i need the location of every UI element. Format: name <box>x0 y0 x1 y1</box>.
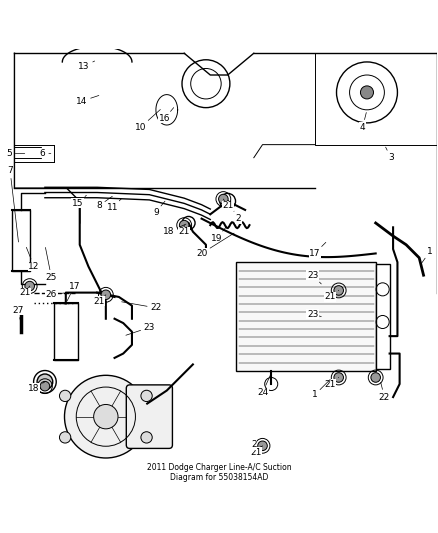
Text: 2: 2 <box>251 440 262 449</box>
Text: 1: 1 <box>312 379 330 399</box>
Text: 27: 27 <box>12 305 24 320</box>
Text: 5: 5 <box>6 149 25 158</box>
Text: 25: 25 <box>46 247 57 282</box>
Bar <box>237 262 376 371</box>
Bar <box>53 303 78 360</box>
Circle shape <box>40 382 49 391</box>
Bar <box>12 210 30 271</box>
Text: 18: 18 <box>163 224 186 236</box>
Text: 3: 3 <box>385 147 394 162</box>
Text: 21: 21 <box>250 446 262 457</box>
Text: 14: 14 <box>76 95 99 106</box>
Text: 12: 12 <box>26 247 40 271</box>
Text: 21: 21 <box>20 286 31 297</box>
Text: 17: 17 <box>309 243 326 258</box>
Text: 18: 18 <box>28 382 45 393</box>
Text: 9: 9 <box>153 201 165 216</box>
Text: 23: 23 <box>307 310 321 319</box>
Text: 2: 2 <box>229 204 241 223</box>
Circle shape <box>360 86 374 99</box>
Circle shape <box>180 220 189 230</box>
Text: 1: 1 <box>421 247 433 264</box>
Text: 4: 4 <box>360 112 366 132</box>
Circle shape <box>258 441 267 450</box>
Circle shape <box>141 432 152 443</box>
Circle shape <box>37 374 53 390</box>
Text: 23: 23 <box>126 323 155 335</box>
Text: 15: 15 <box>72 195 86 208</box>
Circle shape <box>101 290 111 300</box>
Text: 21: 21 <box>324 377 339 389</box>
Text: 11: 11 <box>106 199 121 212</box>
Text: 22: 22 <box>379 382 390 401</box>
Text: 26: 26 <box>46 290 64 300</box>
FancyBboxPatch shape <box>126 385 173 448</box>
Circle shape <box>141 390 152 401</box>
Text: 8: 8 <box>96 196 112 210</box>
Circle shape <box>60 390 71 401</box>
Circle shape <box>334 286 343 295</box>
Bar <box>14 147 41 158</box>
Circle shape <box>64 375 147 458</box>
Text: 21: 21 <box>179 225 190 236</box>
Circle shape <box>219 194 228 204</box>
Text: 22: 22 <box>122 302 162 312</box>
Circle shape <box>94 405 118 429</box>
Text: 19: 19 <box>211 227 226 243</box>
Text: 21: 21 <box>94 295 106 306</box>
Circle shape <box>371 373 381 382</box>
Text: 2011 Dodge Charger Line-A/C Suction
Diagram for 55038154AD: 2011 Dodge Charger Line-A/C Suction Diag… <box>147 463 291 482</box>
Text: 23: 23 <box>307 271 321 284</box>
Text: 21: 21 <box>222 199 233 210</box>
Text: 6: 6 <box>40 149 51 158</box>
Text: 13: 13 <box>78 61 95 71</box>
Bar <box>376 264 390 369</box>
Text: 24: 24 <box>257 376 270 397</box>
Circle shape <box>60 432 71 443</box>
Text: 17: 17 <box>67 281 80 301</box>
Text: 21: 21 <box>324 290 339 302</box>
Text: 7: 7 <box>7 166 18 242</box>
Circle shape <box>25 281 35 291</box>
Circle shape <box>334 373 343 382</box>
Text: 10: 10 <box>135 109 160 132</box>
Text: 16: 16 <box>159 108 174 123</box>
Text: 20: 20 <box>196 233 234 258</box>
